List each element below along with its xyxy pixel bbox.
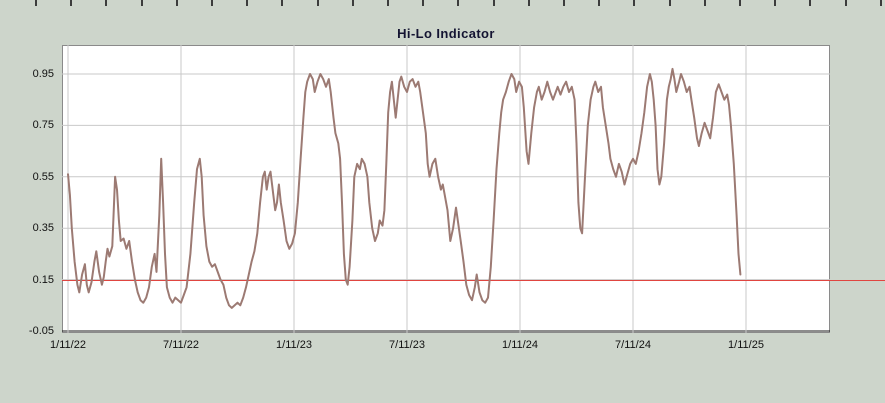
x-axis-tick-label: 1/11/24: [502, 339, 538, 351]
ruler-tick: [70, 0, 72, 6]
ruler-tick: [845, 0, 847, 6]
ruler-tick: [774, 0, 776, 6]
x-axis-tick-label: 1/11/22: [50, 339, 86, 351]
ruler-tick: [457, 0, 459, 6]
ruler-tick: [880, 0, 882, 6]
y-axis-tick-label: 0.95: [32, 68, 54, 80]
y-axis-tick-label: 0.55: [32, 171, 54, 183]
ruler-tick: [141, 0, 143, 6]
ruler-tick: [281, 0, 283, 6]
ruler-tick: [105, 0, 107, 6]
x-axis-tick-label: 7/11/23: [389, 339, 425, 351]
threshold-line: [62, 280, 885, 281]
ruler-tick: [528, 0, 530, 6]
ruler-tick: [422, 0, 424, 6]
ruler-tick: [669, 0, 671, 6]
top-ruler: [0, 0, 885, 8]
y-axis-tick-label: 0.75: [32, 119, 54, 131]
y-axis-tick-label: -0.05: [28, 325, 54, 337]
ruler-tick: [317, 0, 319, 6]
x-axis-tick-label: 1/11/23: [276, 339, 312, 351]
ruler-tick: [563, 0, 565, 6]
ruler-tick: [35, 0, 37, 6]
y-axis-tick-label: 0.35: [32, 222, 54, 234]
x-axis-tick-label: 7/11/24: [615, 339, 651, 351]
ruler-tick: [387, 0, 389, 6]
ruler-tick: [176, 0, 178, 6]
ruler-tick: [493, 0, 495, 6]
x-axis-tick-label: 1/11/25: [728, 339, 764, 351]
ruler-tick: [352, 0, 354, 6]
ruler-tick: [633, 0, 635, 6]
chart-title: Hi-Lo Indicator: [397, 26, 495, 41]
ruler-tick: [809, 0, 811, 6]
ruler-tick: [246, 0, 248, 6]
x-axis-tick-label: 7/11/22: [163, 339, 199, 351]
ruler-tick: [739, 0, 741, 6]
gridlines-layer: [62, 45, 830, 333]
ruler-tick: [598, 0, 600, 6]
ruler-tick: [211, 0, 213, 6]
ruler-tick: [704, 0, 706, 6]
y-axis-tick-label: 0.15: [32, 274, 54, 286]
